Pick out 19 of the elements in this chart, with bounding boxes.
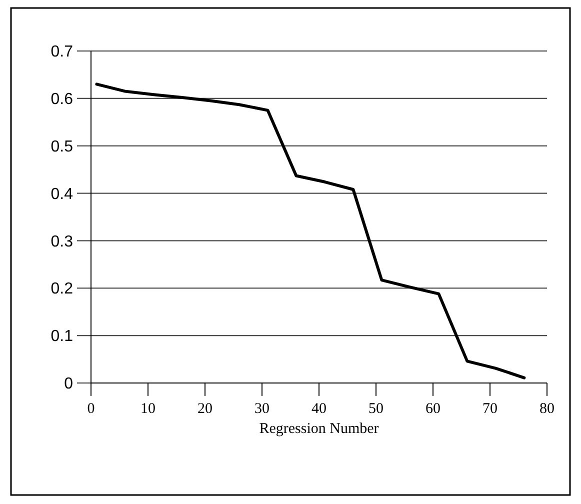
line-series <box>95 82 526 380</box>
y-tick-label: 0.7 <box>50 44 74 61</box>
x-tick-label: 20 <box>198 401 212 417</box>
x-tick-label: 50 <box>368 401 384 417</box>
x-tick-label: 30 <box>254 401 270 417</box>
x-tick-label: 40 <box>312 401 326 417</box>
y-tick-label: 0.6 <box>50 91 74 108</box>
y-tick-label: 0.3 <box>50 233 74 250</box>
y-tick-label: 0.1 <box>50 328 74 346</box>
y-tick-label: 0.2 <box>50 280 74 298</box>
x-tick-label: 0 <box>87 401 95 417</box>
x-tick-label: 10 <box>140 401 156 417</box>
x-tick-label: 60 <box>426 401 440 417</box>
x-axis-title: Regression Number <box>259 421 379 437</box>
y-tick-label: 0.4 <box>50 186 74 203</box>
x-tick-label: 70 <box>482 401 498 417</box>
y-tick-label: 0 <box>64 376 74 393</box>
x-tick-label: 80 <box>540 401 554 417</box>
y-tick-label: 0.5 <box>50 138 74 156</box>
